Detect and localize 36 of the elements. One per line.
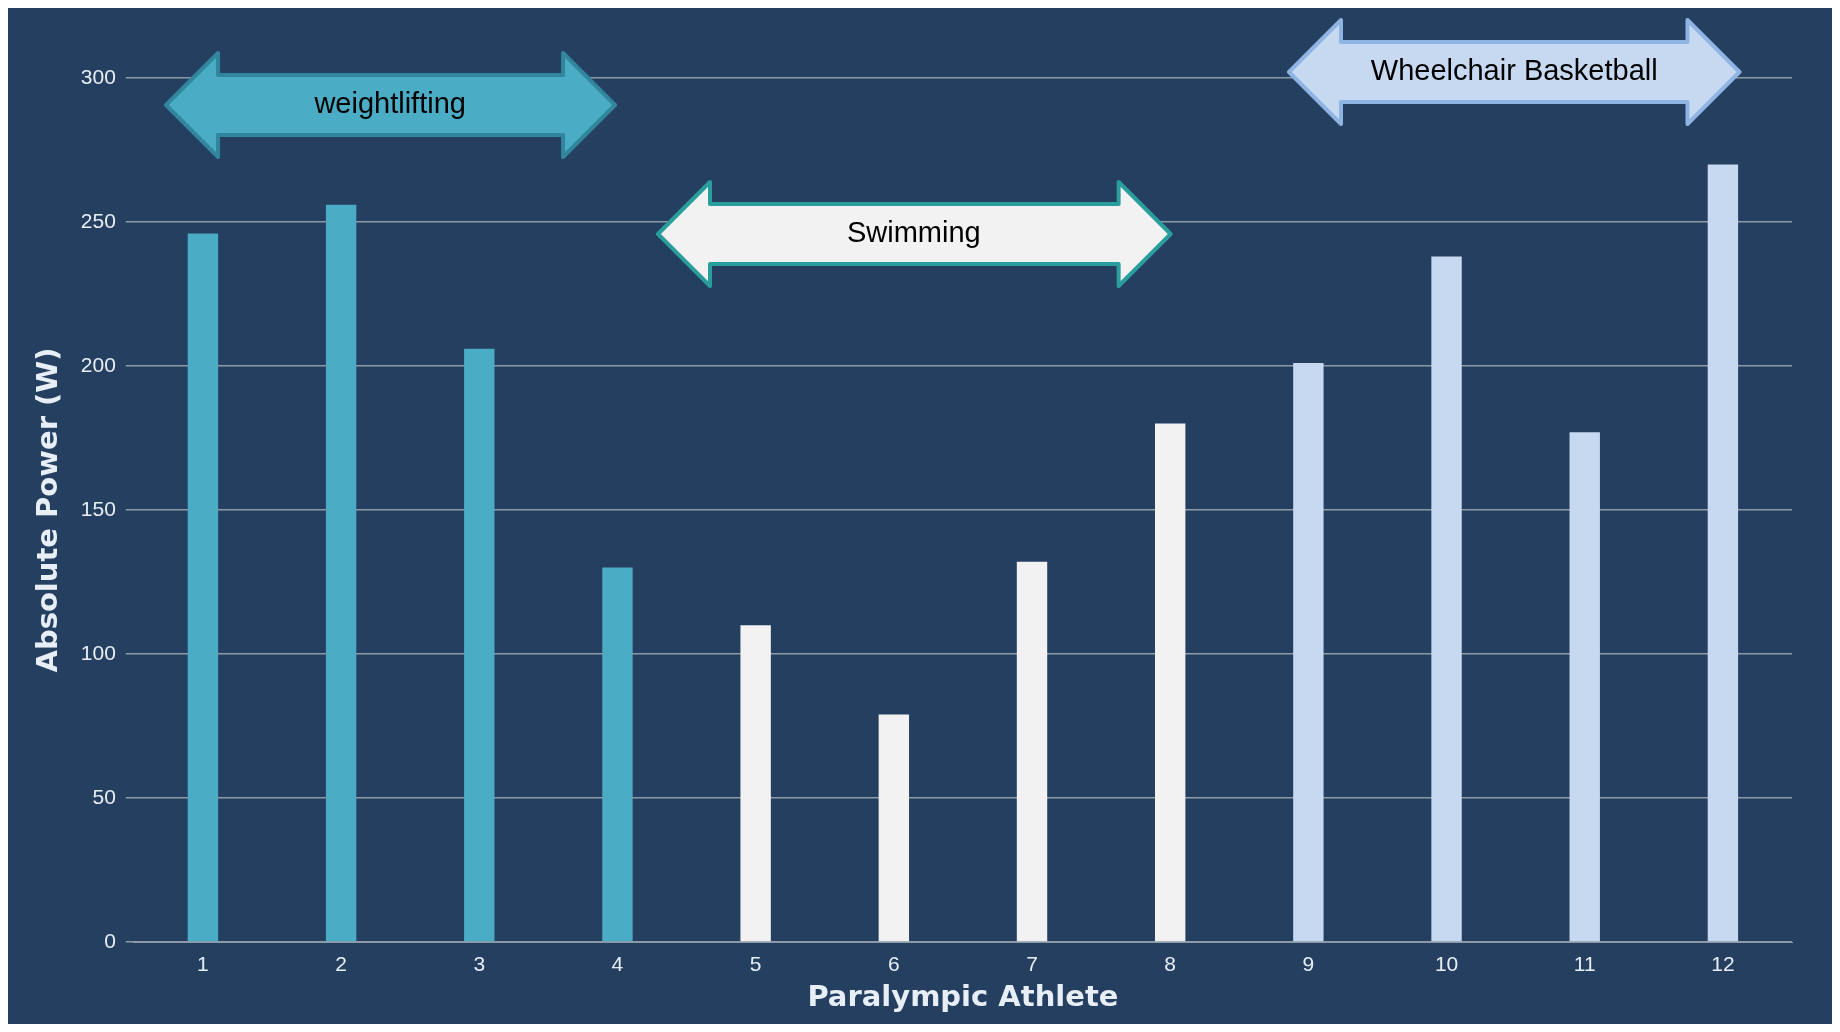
bar: [1569, 432, 1600, 942]
x-tick-label: 9: [1302, 952, 1315, 976]
bar: [1293, 363, 1324, 942]
x-tick-label: 1: [197, 952, 209, 976]
bar: [1431, 256, 1462, 942]
x-tick-label: 3: [473, 952, 486, 976]
x-tick-label: 10: [1434, 952, 1459, 976]
y-tick-label: 250: [80, 208, 116, 232]
bar: [464, 348, 495, 942]
bar: [187, 233, 219, 942]
x-tick-label: 11: [1573, 952, 1596, 976]
x-tick-label: 4: [611, 952, 624, 976]
x-tick-label: 8: [1164, 952, 1177, 976]
x-tick-label: 2: [335, 952, 347, 976]
annotation: Wheelchair Basketball: [1369, 53, 1659, 87]
bar: [325, 204, 357, 942]
annotation: weightlifting: [313, 86, 467, 120]
x-tick-label: 6: [887, 952, 900, 976]
x-tick-label: 12: [1711, 952, 1735, 976]
y-tick-label: 150: [80, 496, 116, 520]
y-tick-label: 0: [104, 928, 116, 952]
x-axis-title: Paralympic Athlete: [807, 979, 1119, 1014]
bar: [878, 714, 910, 942]
bar: [602, 567, 633, 942]
y-axis-title: Absolute Power (W): [29, 347, 64, 673]
bar: [740, 625, 771, 942]
annotation: Swimming: [845, 215, 982, 249]
y-tick-label: 300: [80, 64, 116, 88]
bar: [1154, 423, 1186, 942]
bar: [1707, 164, 1739, 942]
x-tick-label: 7: [1026, 952, 1038, 976]
y-tick-label: 100: [80, 640, 116, 664]
y-tick-label: 200: [80, 352, 116, 376]
x-tick-label: 5: [749, 952, 762, 976]
bar: [1016, 561, 1048, 942]
y-tick-label: 50: [92, 784, 116, 808]
